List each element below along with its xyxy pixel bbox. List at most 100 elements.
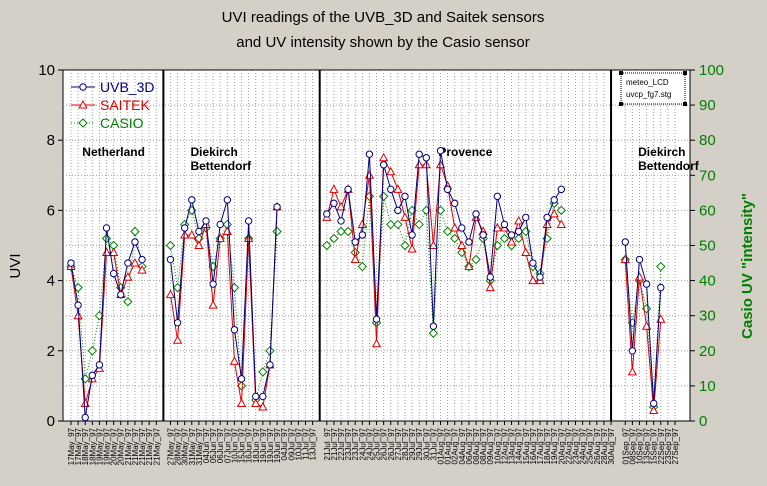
y-tick-label-right: 90	[699, 97, 716, 114]
data-point	[627, 366, 638, 376]
data-point	[628, 347, 637, 355]
x-tick-label: 18Aug_97	[543, 427, 552, 464]
data-point	[450, 233, 460, 244]
region-label: Diekirch Bettendorf	[190, 145, 252, 173]
x-tick-label: 18Jun_97	[252, 427, 261, 463]
data-point	[87, 346, 98, 356]
data-point	[208, 300, 218, 309]
x-tick-label: 09Jul_97	[287, 427, 296, 460]
data-point	[322, 240, 332, 251]
data-point	[429, 322, 438, 330]
data-point	[252, 392, 260, 401]
data-point	[414, 219, 424, 230]
data-point	[79, 83, 87, 91]
data-point	[458, 224, 466, 232]
data-point	[117, 290, 125, 299]
x-tick-label: 13Jul_97	[309, 427, 318, 460]
x-tick-label: 13Sep_97	[643, 427, 652, 464]
data-point	[379, 161, 388, 169]
y-tick-label-right: 60	[699, 202, 716, 219]
x-tick-label: 23Jul_97	[344, 427, 353, 460]
data-point	[344, 185, 352, 194]
x-tick-label: 28Aug_97	[600, 427, 609, 464]
data-point	[165, 240, 176, 251]
x-tick-label: 18May_97	[81, 427, 90, 465]
data-point	[521, 247, 531, 257]
data-point	[436, 147, 445, 155]
data-point	[513, 233, 524, 244]
data-point	[465, 238, 473, 246]
data-point	[216, 220, 224, 229]
data-point	[81, 413, 89, 422]
x-tick-label: 27Jul_97	[394, 427, 403, 460]
x-tick-label: 08Sep_97	[628, 427, 637, 464]
x-tick-label: 12Aug_97	[500, 427, 509, 464]
region-label: Diekirch Bettendorf	[638, 145, 700, 173]
data-point	[457, 240, 467, 249]
x-tick-label: 02Aug_97	[451, 427, 460, 464]
x-tick-label: 27Sep_97	[671, 427, 680, 464]
region-label-line: Netherland	[82, 145, 145, 159]
data-point	[323, 210, 331, 218]
series-line	[624, 241, 662, 404]
data-point	[209, 280, 217, 288]
x-tick-label: 17Aug_97	[536, 427, 545, 464]
x-tick-label: 15Aug_97	[522, 427, 531, 464]
data-point	[330, 199, 338, 208]
x-tick-label: 21Jul_97	[323, 427, 332, 460]
data-point	[73, 310, 83, 320]
data-point	[641, 321, 652, 330]
data-point	[507, 231, 516, 239]
data-point	[202, 217, 210, 225]
data-point	[273, 203, 281, 211]
data-point	[435, 159, 446, 169]
data-point	[514, 215, 524, 225]
data-point	[329, 184, 339, 193]
data-point	[642, 280, 651, 288]
y-tick-label-right: 70	[699, 167, 716, 184]
x-tick-label: 04Jun_97	[202, 427, 211, 463]
y-tick-label-left: 0	[47, 413, 55, 430]
data-point	[450, 222, 460, 232]
x-tick-label: 11Jul_97	[301, 427, 310, 459]
x-tick-label: 22Jul_97	[337, 427, 346, 460]
data-point	[266, 361, 274, 369]
data-point	[244, 217, 253, 225]
x-tick-label: 20May_97	[117, 427, 126, 465]
x-tick-label: 16Aug_97	[529, 427, 538, 464]
file-box[interactable]: meteo_LCD uvcp_fg7.stg	[619, 71, 687, 106]
region-label-line: Diekirch	[638, 145, 685, 159]
data-point	[442, 226, 453, 237]
data-point	[357, 261, 368, 272]
x-tick-label: 26Jul_97	[387, 427, 396, 460]
y-tick-label-right: 100	[699, 62, 724, 79]
series-line	[326, 150, 562, 327]
y-tick-label-right: 0	[699, 413, 707, 430]
x-tick-label: 10Sep_97	[635, 427, 644, 464]
data-point	[486, 273, 494, 281]
data-point	[124, 259, 132, 267]
x-tick-label: 04Jul_97	[280, 427, 289, 460]
data-point	[109, 269, 118, 278]
data-point	[493, 192, 502, 201]
data-point	[400, 240, 410, 251]
data-point	[386, 219, 396, 230]
data-point	[394, 206, 402, 215]
region-label-line: Bettendorf	[638, 159, 700, 173]
data-point	[67, 259, 75, 267]
x-tick-label: 19Jun_97	[259, 427, 268, 463]
data-point	[137, 265, 147, 274]
x-tick-label: 19Aug_97	[550, 427, 559, 464]
x-tick-label: 24Aug_97	[579, 427, 588, 464]
y-tick-label-left: 6	[47, 202, 55, 219]
y-tick-label-right: 30	[699, 308, 716, 325]
x-tick-label: 22Aug_97	[564, 427, 573, 464]
data-point	[379, 152, 389, 162]
file-box-line: uvcp_fg7.stg	[626, 90, 671, 99]
data-point	[166, 255, 175, 264]
data-point	[414, 159, 424, 169]
data-point	[408, 231, 416, 239]
x-tick-label: 21Jul_97	[330, 427, 339, 460]
data-point	[400, 212, 410, 221]
